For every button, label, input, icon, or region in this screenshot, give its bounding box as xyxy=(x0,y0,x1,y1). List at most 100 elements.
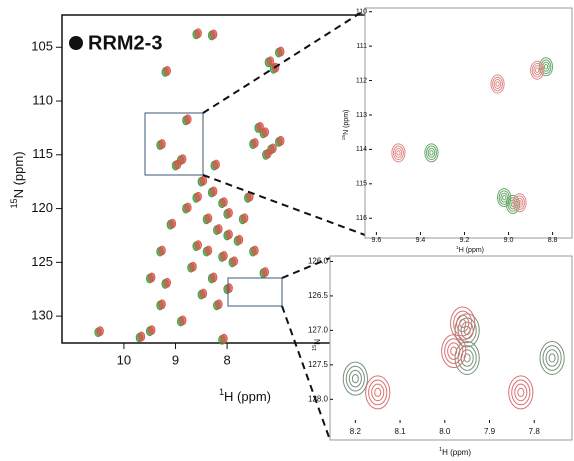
contour-ring xyxy=(511,379,531,406)
axis-label: 1H (ppm) xyxy=(456,245,484,254)
peak xyxy=(184,202,192,213)
axis-label-sup: 1 xyxy=(456,245,459,251)
peak xyxy=(168,218,177,229)
contour-ring xyxy=(391,143,406,163)
peak xyxy=(225,229,233,240)
contour-ring xyxy=(535,67,540,73)
peak xyxy=(179,154,187,165)
y-tick-label: 110 xyxy=(32,92,53,107)
peak xyxy=(210,29,218,40)
peak xyxy=(148,272,156,283)
peak xyxy=(179,315,187,326)
y-tick-label: 125 xyxy=(31,254,53,269)
y-tick-label: 126.0 xyxy=(308,257,329,266)
zoom-line xyxy=(281,257,331,279)
axis-label: 15N (ppm) xyxy=(9,151,26,208)
peak xyxy=(210,272,218,283)
contour-ring xyxy=(543,64,549,70)
peak xyxy=(264,148,272,159)
contour-ring xyxy=(501,194,507,201)
peak xyxy=(184,114,192,125)
contour-ring xyxy=(429,150,434,156)
peak xyxy=(251,245,259,256)
y-tick-label: 113 xyxy=(356,112,367,119)
contour-ring xyxy=(454,340,480,375)
axis-label: 1H (ppm) xyxy=(439,447,471,457)
axis-label: 1H (ppm) xyxy=(219,387,271,404)
contour-ring xyxy=(457,345,477,371)
peak xyxy=(251,138,259,148)
y-tick-label: 127.5 xyxy=(308,360,329,369)
contour-ring xyxy=(542,61,550,72)
peak xyxy=(158,139,166,149)
contour-ring xyxy=(427,147,436,158)
zoom-lines xyxy=(202,9,366,441)
peak xyxy=(212,159,220,170)
contour-ring xyxy=(459,318,467,329)
contour-ring xyxy=(456,314,470,333)
axis-label-sup: 1 xyxy=(439,447,442,453)
x-tick-label: 8.2 xyxy=(350,427,362,436)
contour-ring xyxy=(450,346,458,356)
contour-ring xyxy=(463,353,471,363)
axis-label-text: N (ppm) xyxy=(343,110,350,135)
contour-ring xyxy=(492,76,503,92)
y-tick-label: 127.0 xyxy=(308,325,329,334)
axis-label-sup: 15 xyxy=(9,198,19,208)
contour-ring xyxy=(514,195,526,210)
x-tick-label: 10 xyxy=(117,352,131,367)
peak xyxy=(194,28,202,39)
contour-ring xyxy=(345,365,365,392)
axis-label: 15N (ppm) xyxy=(341,110,350,141)
axis-label-sup: 15 xyxy=(312,345,318,351)
contour-ring xyxy=(371,383,385,402)
peak xyxy=(96,326,104,337)
peak xyxy=(225,207,233,218)
peak xyxy=(277,46,285,57)
peak xyxy=(163,277,171,288)
x-tick-label: 9 xyxy=(172,352,179,367)
y-tick-label: 112 xyxy=(356,77,367,84)
peak xyxy=(137,331,146,342)
zoom-box xyxy=(144,112,204,176)
peak xyxy=(230,256,239,267)
peak xyxy=(220,333,228,344)
peak xyxy=(199,288,208,299)
contour-ring xyxy=(351,374,359,384)
contour-ring xyxy=(497,188,512,208)
peak xyxy=(158,299,166,310)
contour-ring xyxy=(508,375,534,410)
axis-label-sup: 1 xyxy=(219,387,224,397)
x-tick-label: 9.0 xyxy=(504,237,514,244)
peak xyxy=(194,240,202,251)
x-tick-label: 8 xyxy=(224,352,231,367)
contour-ring xyxy=(444,338,464,364)
peak xyxy=(269,143,277,154)
zoom-line xyxy=(202,9,366,114)
contour-ring xyxy=(517,387,525,398)
y-tick-label: 105 xyxy=(31,39,53,54)
contour-ring xyxy=(441,334,467,369)
y-tick-label: 111 xyxy=(356,43,367,50)
y-tick-label: 116 xyxy=(356,215,367,222)
y-tick-label: 128.0 xyxy=(308,394,329,403)
x-tick-label: 9.2 xyxy=(460,237,470,244)
peak xyxy=(158,245,166,256)
y-tick-label: 114 xyxy=(356,146,367,153)
y-tick-label: 130 xyxy=(31,308,53,323)
x-tick-label: 8.0 xyxy=(439,427,451,436)
contour-ring xyxy=(531,62,543,78)
y-tick-label: 126.5 xyxy=(308,291,329,300)
axis-label-sup: 15 xyxy=(341,135,347,141)
peak xyxy=(261,267,270,277)
contour-ring xyxy=(530,60,545,80)
axis-label-text: N (ppm) xyxy=(11,151,26,198)
peak xyxy=(163,66,171,76)
peak xyxy=(204,213,213,224)
x-tick-label: 7.9 xyxy=(484,427,496,436)
peak xyxy=(204,245,213,256)
contour-ring xyxy=(548,353,556,363)
peak xyxy=(199,175,208,186)
